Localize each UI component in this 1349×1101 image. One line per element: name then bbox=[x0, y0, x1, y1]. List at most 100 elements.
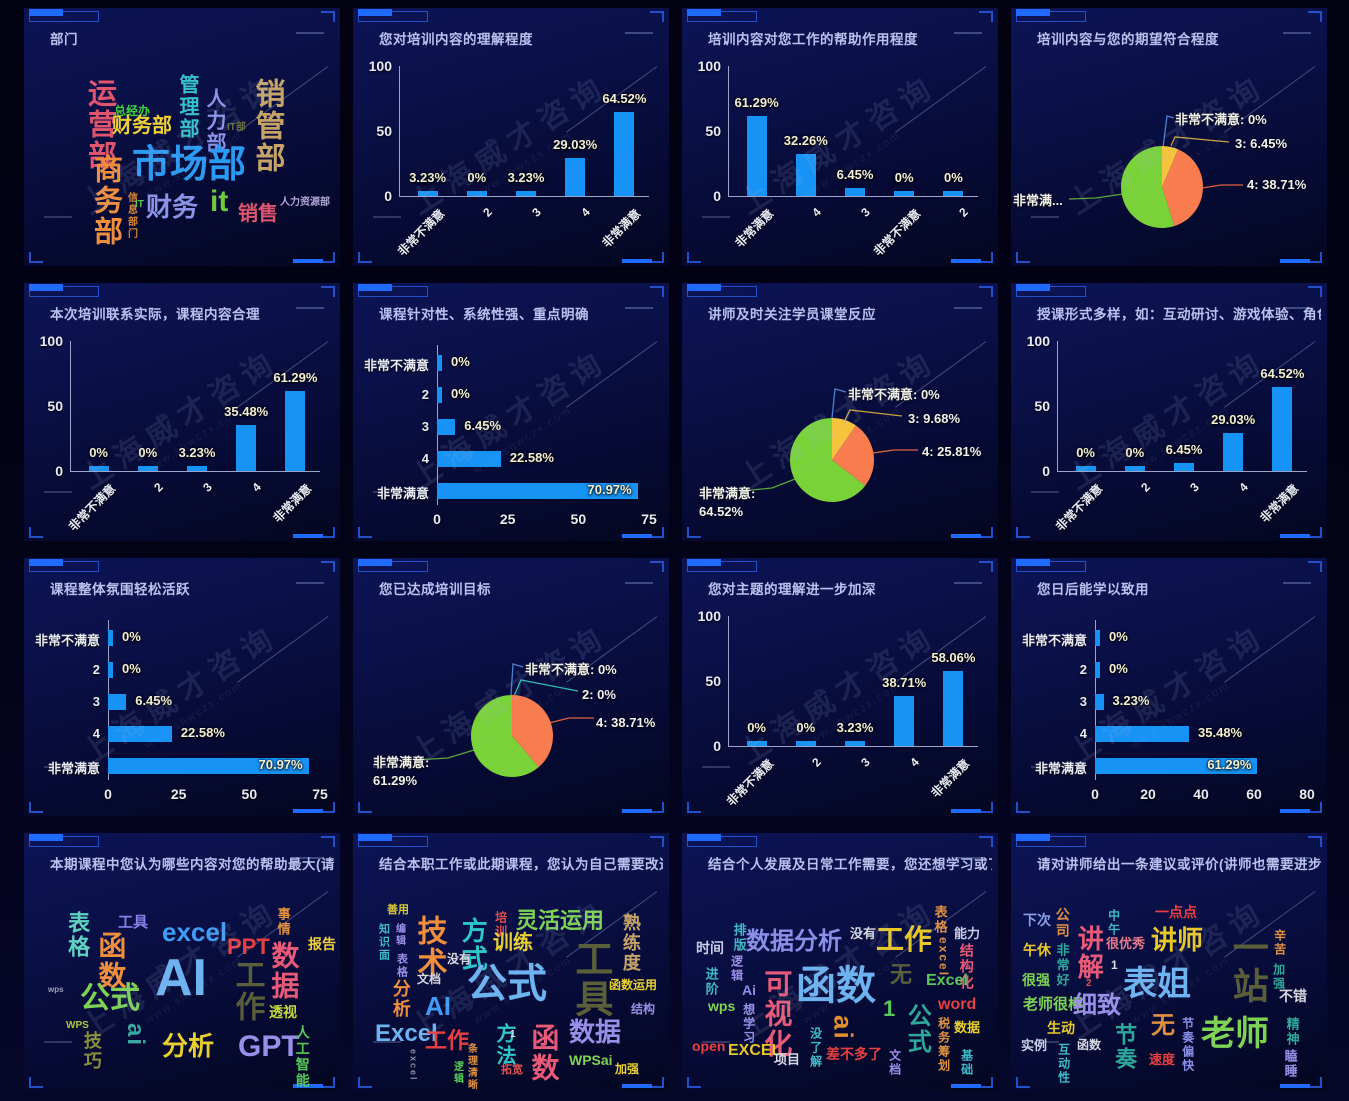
apply-learning-barh-chart[interactable]: 上海威才咨询 www.shwczx.com 非常不满意 0% 2 0% 3 3.23% 4 35.… bbox=[1011, 558, 1327, 816]
cloud-word[interactable]: 加强 bbox=[615, 1062, 640, 1076]
bar[interactable] bbox=[1095, 630, 1100, 646]
cloud-word[interactable]: AI bbox=[425, 991, 451, 1021]
bar[interactable] bbox=[795, 741, 816, 746]
bar[interactable] bbox=[1095, 662, 1100, 678]
deeper-understanding-bar-chart[interactable]: 上海威才咨询 www.shwczx.com 0 50 100 0% 非常不满意 0% 2 3.23… bbox=[682, 558, 998, 816]
cloud-word[interactable]: 午休 bbox=[1023, 942, 1051, 958]
understanding-bar-chart[interactable]: 上海威才咨询 www.shwczx.com 0 50 100 3.23% 非常不满意 0% 2 3… bbox=[353, 8, 669, 266]
cloud-word[interactable]: 条理清晰 bbox=[465, 1043, 477, 1091]
cloud-word[interactable]: 市场部 bbox=[132, 144, 247, 186]
cloud-word[interactable]: wps bbox=[708, 998, 736, 1014]
cloud-word[interactable]: EXCEL bbox=[728, 1042, 782, 1059]
bar[interactable] bbox=[795, 154, 816, 196]
cloud-word[interactable]: 1 bbox=[1111, 958, 1118, 972]
cloud-word[interactable]: 基础 bbox=[959, 1049, 974, 1077]
cloud-word[interactable]: 数据 bbox=[954, 1020, 981, 1035]
cloud-word[interactable]: 技巧 bbox=[81, 1031, 102, 1071]
cloud-word[interactable]: 老师很棒 bbox=[1023, 996, 1084, 1013]
lecturer-feedback-wordcloud[interactable]: 上海威才咨询 www.shwczx.com 下次 公司 中午 一点点 讲师 辛苦 午休 讲解 很优秀… bbox=[1011, 833, 1327, 1091]
cloud-word[interactable]: 速度 bbox=[1149, 1052, 1176, 1067]
bar[interactable] bbox=[1075, 466, 1096, 471]
cloud-word[interactable]: GPT bbox=[238, 1030, 300, 1063]
cloud-word[interactable]: 时间 bbox=[696, 940, 724, 956]
bar[interactable] bbox=[108, 758, 309, 774]
cloud-word[interactable]: 公司 bbox=[1054, 907, 1071, 939]
bar[interactable] bbox=[108, 694, 127, 710]
cloud-word[interactable]: excel bbox=[936, 937, 951, 978]
cloud-word[interactable]: 公式 bbox=[80, 982, 140, 1015]
cloud-word[interactable]: 表姐 bbox=[1123, 965, 1191, 1003]
cloud-word[interactable]: 很强 bbox=[1022, 972, 1050, 988]
cloud-word[interactable]: 差不多了 bbox=[826, 1046, 882, 1062]
cloud-word[interactable]: 训练 bbox=[493, 932, 533, 954]
cloud-word[interactable]: Excel bbox=[926, 972, 968, 989]
bar[interactable] bbox=[1174, 462, 1194, 471]
bar[interactable] bbox=[845, 187, 865, 196]
cloud-word[interactable]: 方法 bbox=[493, 1023, 515, 1067]
pie-slice-非常满意[interactable] bbox=[790, 418, 866, 502]
cloud-word[interactable]: WPS bbox=[66, 1020, 89, 1031]
cloud-word[interactable]: PPT bbox=[227, 934, 270, 959]
bar[interactable] bbox=[943, 191, 964, 196]
cloud-word[interactable]: 表格 bbox=[65, 911, 91, 959]
bar[interactable] bbox=[894, 695, 915, 746]
cloud-word[interactable]: 商务部 bbox=[89, 154, 122, 247]
cloud-word[interactable]: 报告 bbox=[308, 936, 336, 952]
cloud-word[interactable]: 工作 bbox=[876, 924, 933, 955]
cloud-word[interactable]: 工作 bbox=[425, 1028, 470, 1053]
cloud-word[interactable]: 逻辑 bbox=[729, 955, 744, 983]
cloud-word[interactable]: word bbox=[938, 996, 977, 1013]
cloud-word[interactable]: 一点点 bbox=[1155, 904, 1197, 920]
cloud-word[interactable]: 逻辑 bbox=[451, 1061, 463, 1085]
cloud-word[interactable]: 结构 bbox=[631, 1002, 656, 1016]
cloud-word[interactable]: 分析 bbox=[162, 1031, 215, 1061]
cloud-word[interactable]: 无 bbox=[1151, 1012, 1175, 1039]
cloud-word[interactable]: 没有 bbox=[447, 952, 472, 966]
cloud-word[interactable]: 节奏 bbox=[1112, 1023, 1138, 1071]
cloud-word[interactable]: 人工智能 bbox=[294, 1025, 311, 1089]
cloud-word[interactable]: ai bbox=[828, 1015, 859, 1041]
cloud-word[interactable]: wps bbox=[48, 985, 64, 994]
pie-slice-非常满意[interactable] bbox=[1120, 145, 1175, 229]
work-help-bar-chart[interactable]: 上海威才咨询 www.shwczx.com 0 50 100 61.29% 非常满意 32.2… bbox=[682, 8, 998, 266]
cloud-word[interactable]: Excel bbox=[375, 1020, 438, 1047]
cloud-word[interactable]: 无 bbox=[890, 962, 913, 987]
pie-slice-非常满意[interactable] bbox=[471, 695, 539, 777]
cloud-word[interactable]: 没了解 bbox=[808, 1027, 823, 1069]
atmosphere-barh-chart[interactable]: 上海威才咨询 www.shwczx.com 非常不满意 0% 2 0% 3 6.45% 4 22.… bbox=[24, 558, 340, 816]
cloud-word[interactable]: 函数运用 bbox=[609, 978, 658, 992]
cloud-word[interactable]: 函数 bbox=[796, 964, 876, 1008]
most-helpful-wordcloud[interactable]: 上海威才咨询 www.shwczx.com 表格 工具 excel PPT 事情 报告 函数 数据… bbox=[24, 833, 340, 1091]
bar[interactable] bbox=[1223, 433, 1244, 471]
bar[interactable] bbox=[466, 191, 487, 196]
cloud-word[interactable]: open bbox=[692, 1038, 726, 1054]
department-wordcloud[interactable]: 上海威才咨询 www.shwczx.com 运营部 总经办 财务部 管理部 人力部 IT部 销管… bbox=[24, 8, 340, 266]
cloud-word[interactable]: 表格 bbox=[395, 953, 408, 979]
cloud-word[interactable]: 讲解 bbox=[1074, 925, 1105, 981]
cloud-word[interactable]: 细致 bbox=[1073, 992, 1121, 1019]
cloud-word[interactable]: 方式 bbox=[458, 917, 489, 973]
cloud-word[interactable]: 数据 bbox=[268, 941, 300, 1001]
cloud-word[interactable]: 数据 bbox=[569, 1017, 622, 1047]
bar[interactable] bbox=[516, 191, 536, 196]
cloud-word[interactable]: 加强 bbox=[1271, 963, 1286, 991]
bar[interactable] bbox=[285, 391, 306, 471]
cloud-word[interactable]: 公式 bbox=[903, 1003, 931, 1055]
want-to-learn-wordcloud[interactable]: 上海威才咨询 www.shwczx.com 时间 排版 逻辑 进阶 数据分析 没有 工作 表格 ex… bbox=[682, 833, 998, 1091]
cloud-word[interactable]: 瞌睡 bbox=[1282, 1049, 1298, 1079]
cloud-word[interactable]: WPSai bbox=[569, 1052, 613, 1068]
bar[interactable] bbox=[88, 466, 109, 471]
pie-slice-3[interactable] bbox=[1162, 146, 1179, 187]
pie-slice-4[interactable] bbox=[1162, 149, 1203, 227]
improvement-wordcloud[interactable]: 上海威才咨询 www.shwczx.com 善用 知识面 编辑 技术 方式 培训 灵活运用 训练熟… bbox=[353, 833, 669, 1091]
cloud-word[interactable]: 可视化 bbox=[761, 969, 793, 1059]
practical-bar-chart[interactable]: 上海威才咨询 www.shwczx.com 0 50 100 0% 非常不满意 0% 2 3.23… bbox=[24, 283, 340, 541]
cloud-word[interactable]: 实例 bbox=[1021, 1038, 1048, 1053]
bar[interactable] bbox=[845, 741, 865, 746]
cloud-word[interactable]: 老师 bbox=[1201, 1015, 1269, 1053]
cloud-word[interactable]: 人力资源部 bbox=[280, 197, 330, 208]
cloud-word[interactable]: 信息部门 bbox=[125, 192, 137, 240]
cloud-word[interactable]: it bbox=[210, 185, 229, 218]
cloud-word[interactable]: 工具 bbox=[118, 914, 149, 931]
bar[interactable] bbox=[1095, 758, 1258, 774]
